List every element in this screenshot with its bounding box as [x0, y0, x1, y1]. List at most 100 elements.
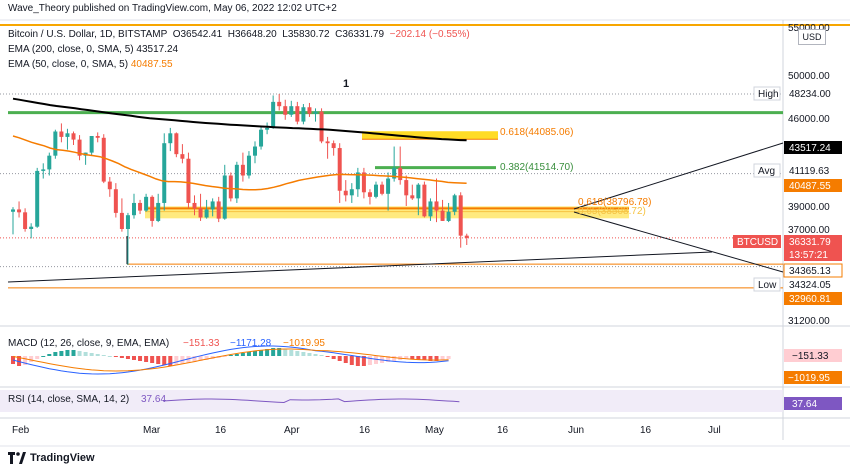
candle-body: [265, 127, 270, 130]
macd-hist-bar: [144, 356, 149, 362]
publish-info: Wave_Theory published on TradingView.com…: [8, 3, 337, 14]
macd-hist-bar: [428, 356, 433, 361]
macd-hist-bar: [234, 354, 239, 356]
candle-body: [89, 136, 94, 153]
ema50-legend: EMA (50, close, 0, SMA, 5) 40487.55: [8, 59, 173, 70]
time-tick-label: Jul: [708, 425, 721, 436]
low-value: 35830.72: [287, 29, 330, 40]
macd-hist-bar: [374, 356, 378, 364]
macd-hist-bar: [301, 352, 306, 356]
macd-hist-bar: [265, 349, 270, 356]
macd-hist-bar: [313, 354, 318, 356]
footer-brand[interactable]: TradingView: [8, 452, 95, 464]
macd-hist-bar: [355, 356, 360, 366]
time-tick-label: Feb: [12, 425, 30, 436]
price-badge-value: 13:57:21: [789, 250, 828, 261]
time-tick-label: Jun: [568, 425, 584, 436]
candle-body: [422, 184, 427, 217]
candle-body: [107, 181, 112, 190]
macd-hist-bar: [295, 351, 300, 356]
price-badge-bg: [784, 292, 842, 305]
macd-hist-bar: [253, 351, 257, 356]
price-badge-value: 41119.63: [789, 166, 830, 177]
low-label: L: [282, 29, 288, 40]
candle-body: [325, 141, 330, 144]
candle-body: [452, 195, 457, 212]
candle-body: [77, 139, 82, 156]
price-badge-value: 34365.13: [789, 266, 831, 277]
ema200-line: [12, 97, 467, 142]
macd-badge-signal: −1019.95: [788, 373, 830, 384]
macd-hist-bar: [410, 356, 415, 359]
candle-body: [331, 143, 336, 149]
time-tick-label: Mar: [143, 425, 161, 436]
macd-hist-bar: [156, 356, 161, 364]
candle-body: [138, 202, 143, 211]
currency-button[interactable]: USD: [798, 29, 826, 45]
macd-hist-bar: [204, 356, 209, 360]
price-tick-label: 37000.00: [788, 225, 830, 236]
candle-body: [367, 192, 372, 197]
price-badge-bg: [784, 179, 842, 192]
candle-body: [319, 111, 324, 142]
candle-body: [246, 155, 251, 176]
macd-hist-bar: [246, 352, 251, 356]
macd-hist-bar: [71, 350, 76, 356]
macd-hist-bar: [271, 348, 276, 356]
candle-body: [392, 167, 397, 179]
rsi-badge: 37.64: [792, 399, 817, 410]
price-badge-value: 36331.79: [789, 237, 831, 248]
fib-upper-0382-label: 0.382(41514.70): [500, 162, 573, 173]
candle-body: [410, 195, 415, 199]
candle-body: [210, 201, 215, 210]
macd-hist-bar: [65, 350, 70, 356]
candle-body: [440, 210, 445, 221]
candle-body: [17, 209, 22, 213]
fib-upper-zone: [362, 131, 498, 140]
ema200-legend: EMA (200, close, 0, SMA, 5) 43517.24: [8, 44, 178, 55]
macd-hist-bar: [240, 353, 245, 356]
price-tick-label: 55000.00: [788, 23, 830, 34]
macd-hist-bar: [35, 356, 40, 359]
open-label: O: [172, 29, 181, 40]
candle-body: [204, 209, 209, 218]
price-badge-bg: [784, 87, 842, 100]
price-tick-label: 50000.00: [788, 71, 830, 82]
macd-hist-bar: [17, 356, 22, 366]
candle-body: [198, 208, 203, 218]
macd-hist-bar: [259, 350, 264, 356]
macd-hist-bar: [41, 356, 46, 357]
macd-badge-signal-bg: [784, 371, 842, 384]
macd-hist-bar: [186, 356, 191, 363]
tradingview-logo-icon: [8, 452, 26, 464]
macd-hist-bar: [47, 354, 52, 356]
ascending-trendline: [7, 251, 713, 283]
macd-hist-bar: [446, 356, 451, 359]
candle-body: [361, 172, 366, 193]
footer-brand-text: TradingView: [30, 452, 95, 464]
candle-body: [283, 106, 288, 115]
high-label: H: [227, 29, 235, 40]
macd-hist-bar: [198, 356, 203, 361]
macd-hist-bar: [343, 356, 348, 363]
macd-hist-bar: [283, 349, 288, 356]
candle-body: [434, 201, 439, 211]
macd-hist-bar: [440, 356, 445, 360]
candle-body: [313, 111, 318, 114]
candle-body: [416, 184, 421, 199]
macd-hist-bar: [319, 355, 324, 356]
macd-hist-bar: [138, 356, 143, 361]
macd-hist-bar: [89, 353, 94, 356]
candle-body: [144, 196, 149, 211]
macd-hist-bar: [222, 356, 227, 357]
macd-hist-bar: [107, 356, 112, 357]
candle-body: [234, 164, 239, 199]
macd-hist-bar: [349, 356, 354, 365]
macd-hist-bar: [422, 356, 427, 360]
ema200-label: EMA (200, close, 0, SMA, 5): [8, 44, 134, 55]
price-badge-tag: BTCUSD: [737, 237, 778, 248]
macd-hist-bar: [119, 356, 124, 358]
price-tick-label: 31200.00: [788, 316, 830, 327]
macd-hist-bar: [367, 356, 372, 365]
